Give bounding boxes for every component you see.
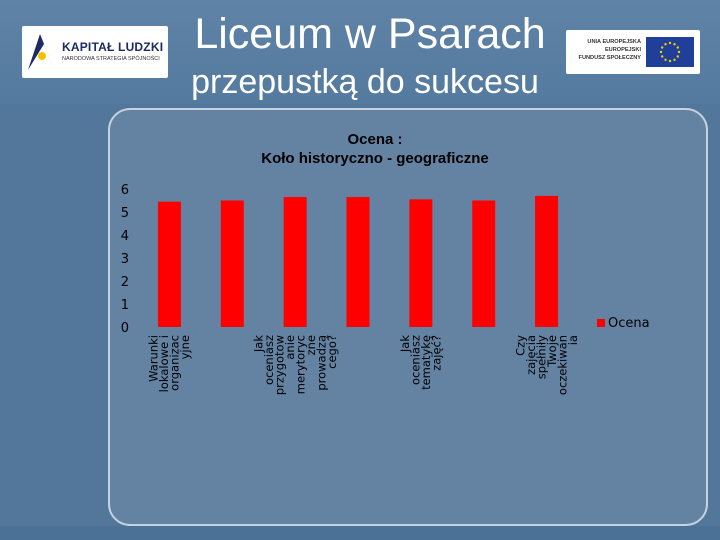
x-tick-label: Twoje	[545, 335, 559, 368]
footer-strip	[0, 526, 720, 540]
eu-star	[664, 58, 667, 61]
bar	[409, 199, 433, 327]
eu-star	[661, 55, 664, 58]
x-tick-label: zajęć?	[430, 335, 444, 371]
eu-star	[661, 46, 664, 49]
y-tick-label: 3	[121, 252, 129, 267]
x-tick-label: zajęcia	[524, 335, 538, 375]
chart-title: Ocena : Koło historyczno - geograficzne	[170, 130, 580, 168]
eu-logo-line: UNIA EUROPEJSKA	[587, 39, 641, 45]
legend-swatch	[597, 319, 605, 327]
bar	[283, 197, 307, 327]
kapital-ludzki-logo: KAPITAŁ LUDZKI NARODOWA STRATEGIA SPÓJNO…	[22, 26, 168, 78]
x-tick-label: Czy	[513, 335, 527, 356]
slide-subtitle: przepustką do sukcesu	[191, 63, 539, 101]
chart-title-line: Koło historyczno - geograficzne	[261, 150, 489, 167]
kapital-ludzki-emblem-icon	[28, 34, 54, 70]
x-tick-label: oczekiwan	[555, 335, 569, 395]
x-tick-label: spełniły	[534, 335, 548, 379]
bar	[346, 197, 370, 327]
eu-star	[676, 55, 679, 58]
x-tick-label: oceniasz	[262, 335, 276, 385]
bar	[535, 195, 559, 327]
x-tick-label: Jak	[251, 335, 265, 353]
x-tick-label: prowadzą	[314, 335, 328, 391]
legend-label: Ocena	[608, 316, 650, 331]
eu-logo-line: EUROPEJSKI	[604, 47, 641, 53]
x-tick-label: lokalowe i	[157, 335, 171, 392]
eu-logo: UNIA EUROPEJSKA EUROPEJSKI FUNDUSZ SPOŁE…	[566, 30, 700, 74]
y-tick-label: 6	[121, 183, 129, 198]
x-tick-label: ia	[566, 335, 580, 345]
logo-left-subtitle: NARODOWA STRATEGIA SPÓJNOŚCI	[62, 56, 160, 62]
eu-star	[668, 41, 672, 45]
x-tick-label: zne	[304, 335, 318, 355]
eu-star	[664, 43, 667, 46]
y-tick-label: 0	[121, 321, 129, 336]
y-tick-label: 2	[121, 275, 129, 290]
chart-title-line: Ocena :	[347, 131, 403, 148]
x-tick-label: przygotow	[272, 335, 286, 395]
x-tick-label: Jak	[398, 335, 412, 353]
y-tick-label: 1	[121, 298, 129, 313]
eu-star	[668, 59, 672, 63]
eu-star	[676, 46, 679, 49]
eu-star	[673, 58, 676, 61]
x-tick-label: cego?	[325, 335, 339, 369]
y-tick-label: 5	[121, 206, 129, 221]
eu-logo-text: UNIA EUROPEJSKA EUROPEJSKI FUNDUSZ SPOŁE…	[573, 38, 641, 62]
bar	[472, 200, 496, 327]
bar	[157, 201, 181, 327]
y-tick-label: 4	[121, 229, 129, 244]
slide-title: Liceum w Psarach	[194, 10, 546, 58]
x-tick-label: tematykę	[419, 335, 433, 390]
eu-star	[677, 50, 681, 54]
eu-star	[673, 43, 676, 46]
x-tick-label: yjne	[178, 335, 192, 359]
x-tick-label: Warunki	[147, 335, 161, 382]
x-tick-label: merytoryc	[293, 335, 307, 394]
chart-panel	[108, 108, 708, 526]
x-tick-label: oceniasz	[409, 335, 423, 385]
logo-left-name: KAPITAŁ LUDZKI	[62, 40, 164, 54]
eu-logo-line: FUNDUSZ SPOŁECZNY	[578, 55, 641, 61]
eu-flag-icon	[646, 37, 694, 67]
eu-star	[659, 50, 663, 54]
bar	[220, 200, 244, 327]
x-tick-label: anie	[283, 335, 297, 360]
x-tick-label: organizac	[168, 335, 182, 391]
